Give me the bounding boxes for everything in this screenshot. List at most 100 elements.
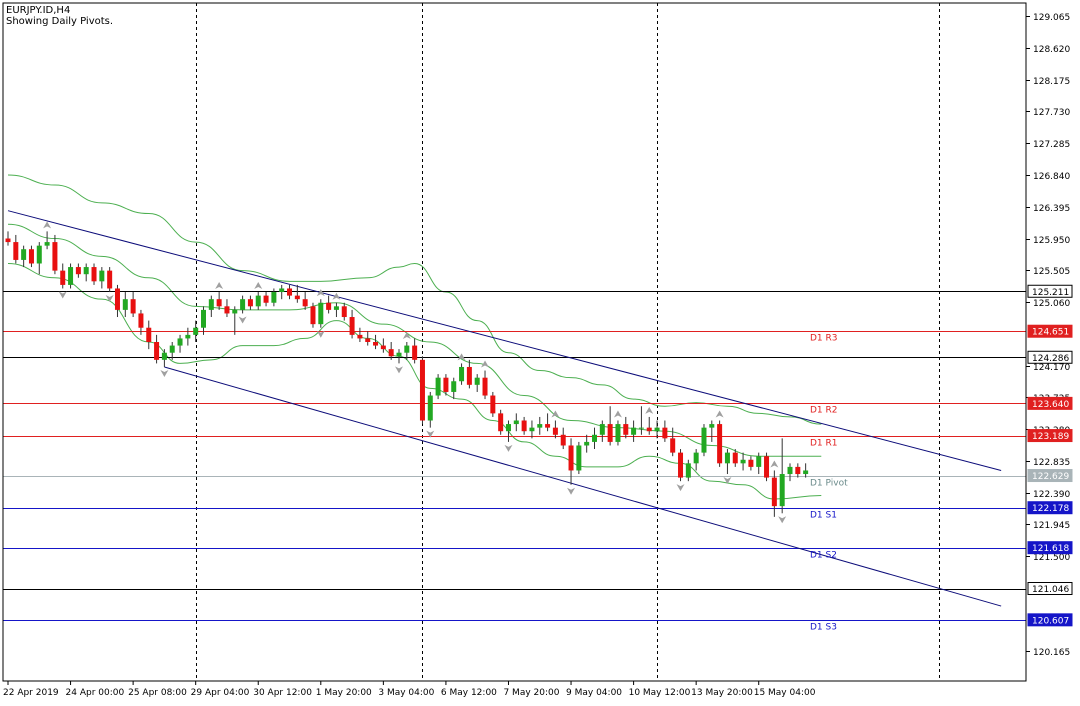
y-tick-label: 122.835 xyxy=(1033,458,1070,468)
bear-candle xyxy=(419,356,425,425)
candle-body xyxy=(576,445,582,471)
plot-frame xyxy=(2,2,1027,682)
price-tag-label: 120.607 xyxy=(1032,616,1069,626)
candle-body xyxy=(795,466,801,475)
chart-title: EURJPY.ID,H4 xyxy=(6,5,71,16)
bull-candle xyxy=(122,292,128,318)
bull-candle xyxy=(709,420,715,442)
fractal-down-arrow xyxy=(676,484,685,492)
candle-body xyxy=(771,477,777,507)
price-tag: 123.640 xyxy=(1027,396,1073,410)
price-tag-box xyxy=(1027,429,1073,443)
fractal-up-arrow xyxy=(332,292,341,300)
candle-body xyxy=(357,334,363,339)
bear-candle xyxy=(490,391,496,417)
bear-candle xyxy=(310,302,316,328)
pivot-level-label: D1 Pivot xyxy=(810,479,848,489)
bull-candle xyxy=(99,267,105,289)
bull-candle xyxy=(83,263,89,282)
bull-candle xyxy=(177,334,183,353)
candle-body xyxy=(21,249,27,260)
candle-body xyxy=(435,377,441,396)
bull-candle xyxy=(638,406,644,435)
candle-body xyxy=(396,352,402,357)
candle-body xyxy=(779,474,785,507)
bull-candle xyxy=(740,452,746,471)
fractal-up-arrow xyxy=(402,332,411,339)
bear-candle xyxy=(52,234,58,275)
bull-candle xyxy=(427,391,433,428)
bull-candle xyxy=(599,420,605,442)
candle-body xyxy=(615,424,621,442)
bear-candle xyxy=(146,320,152,350)
candle-body xyxy=(193,327,199,335)
bear-candle xyxy=(670,427,676,457)
fractal-down-arrow xyxy=(426,430,435,438)
bull-candle xyxy=(459,363,465,385)
y-tick-label: 126.395 xyxy=(1033,204,1070,214)
candle-body xyxy=(255,295,261,307)
candle-body xyxy=(419,359,425,421)
bull-candle xyxy=(44,231,50,250)
fractal-up-arrow xyxy=(481,360,490,368)
candle-body xyxy=(60,270,66,285)
price-tag-box xyxy=(1027,469,1073,483)
candle-body xyxy=(545,424,551,428)
fractal-down-arrow xyxy=(105,295,114,303)
bear-candle xyxy=(263,292,269,307)
candle-body xyxy=(271,292,277,303)
x-tick-label: 22 Apr 2019 xyxy=(3,688,59,698)
bull-candle xyxy=(724,449,730,475)
candle-body xyxy=(654,427,660,432)
bear-candle xyxy=(764,452,770,482)
price-tag-label: 124.651 xyxy=(1032,328,1069,338)
bull-candle xyxy=(255,292,261,310)
bear-candle xyxy=(623,416,629,439)
x-tick-label: 9 May 04:00 xyxy=(566,688,622,698)
candle-body xyxy=(662,427,668,439)
bull-candle xyxy=(779,438,785,514)
price-tag: 123.189 xyxy=(1027,429,1073,443)
bear-candle xyxy=(380,338,386,353)
candle-body xyxy=(529,427,535,432)
candle-body xyxy=(99,270,105,282)
price-tag-box xyxy=(1027,541,1073,555)
candle-body xyxy=(717,424,723,464)
candle-body xyxy=(287,288,293,296)
candle-body xyxy=(75,267,81,275)
candle-body xyxy=(787,466,793,475)
candle-body xyxy=(505,424,511,432)
bull-candle xyxy=(615,420,621,446)
fractal-up-arrow xyxy=(551,410,560,418)
bull-candle xyxy=(701,424,707,457)
price-tag: 122.629 xyxy=(1027,469,1073,483)
candle-body xyxy=(521,420,527,432)
channel-line xyxy=(164,366,1002,607)
x-tick-label: 15 May 04:00 xyxy=(754,688,816,698)
candle-body xyxy=(279,288,285,293)
candle-body xyxy=(427,395,433,421)
bear-candle xyxy=(482,370,488,400)
bear-candle xyxy=(216,292,222,310)
bull-candle xyxy=(576,441,582,475)
bull-candle xyxy=(68,263,74,289)
candle-body xyxy=(240,299,246,310)
fractal-down-arrow xyxy=(395,366,403,374)
candle-body xyxy=(599,424,605,435)
fractal-up-arrow xyxy=(457,353,466,361)
candle-body xyxy=(349,317,355,335)
y-tick-label: 121.945 xyxy=(1033,521,1070,531)
bull-candle xyxy=(396,349,402,364)
candle-body xyxy=(803,470,809,475)
bull-candle xyxy=(803,463,809,478)
candle-body xyxy=(380,345,386,350)
bull-candle xyxy=(208,295,214,318)
candle-body xyxy=(333,306,339,310)
candle-body xyxy=(107,270,113,289)
price-tag-label: 121.046 xyxy=(1032,585,1069,595)
bear-candle xyxy=(365,331,371,346)
bull-candle xyxy=(240,295,246,314)
bear-candle xyxy=(466,359,472,389)
fractal-down-arrow xyxy=(723,477,732,485)
x-tick-label: 13 May 20:00 xyxy=(691,688,753,698)
